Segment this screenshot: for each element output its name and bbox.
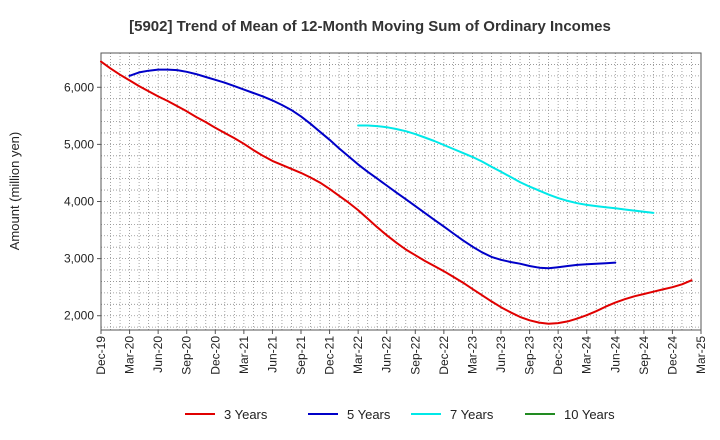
x-tick-label: Dec-21 (323, 336, 337, 375)
x-tick-label: Sep-24 (637, 336, 651, 375)
x-tick-label: Dec-24 (665, 336, 679, 375)
y-tick-label: 3,000 (64, 252, 94, 266)
series-line-7-years (357, 124, 655, 214)
x-tick-label: Mar-20 (123, 336, 137, 374)
x-tick-label: Dec-20 (208, 336, 222, 375)
y-tick-label: 6,000 (64, 80, 94, 94)
x-tick-label: Jun-21 (265, 336, 279, 373)
y-tick-label: 2,000 (64, 309, 94, 323)
y-axis-label: Amount (million yen) (7, 132, 22, 251)
series-line-3-years (100, 60, 693, 325)
y-tick-label: 4,000 (64, 194, 94, 208)
x-tick-label: Jun-22 (380, 336, 394, 373)
x-tick-label: Dec-23 (551, 336, 565, 375)
x-tick-label: Sep-22 (408, 336, 422, 375)
legend-label-3-years: 3 Years (224, 407, 268, 422)
x-tick-label: Mar-24 (580, 336, 594, 374)
x-tick-label: Mar-23 (465, 336, 479, 374)
plot-area: 2,000 3,000 4,000 5,000 6,000 Dec-19 Mar-20 Jun… (64, 52, 708, 375)
x-tick-label: Jun-20 (151, 336, 165, 373)
x-tick-label: Jun-23 (494, 336, 508, 373)
chart-title: [5902] Trend of Mean of 12-Month Moving … (129, 18, 611, 35)
legend-label-10-years: 10 Years (564, 407, 615, 422)
x-tick-label: Sep-21 (294, 336, 308, 375)
plot-border (100, 52, 702, 331)
legend: 3 Years 5 Years 7 Years 10 Years (185, 407, 615, 422)
y-tick-label: 5,000 (64, 137, 94, 151)
x-tick-label: Sep-23 (523, 336, 537, 375)
x-tick-label: Dec-19 (94, 336, 108, 375)
x-tick-label: Dec-22 (437, 336, 451, 375)
x-tick-label: Mar-22 (351, 336, 365, 374)
x-tick-label: Mar-25 (694, 336, 708, 374)
x-tick-label: Mar-21 (237, 336, 251, 374)
x-tick-label: Jun-24 (608, 336, 622, 373)
x-tick-label: Sep-20 (180, 336, 194, 375)
series-line-5-years (128, 68, 617, 270)
legend-label-5-years: 5 Years (347, 407, 391, 422)
legend-label-7-years: 7 Years (450, 407, 494, 422)
